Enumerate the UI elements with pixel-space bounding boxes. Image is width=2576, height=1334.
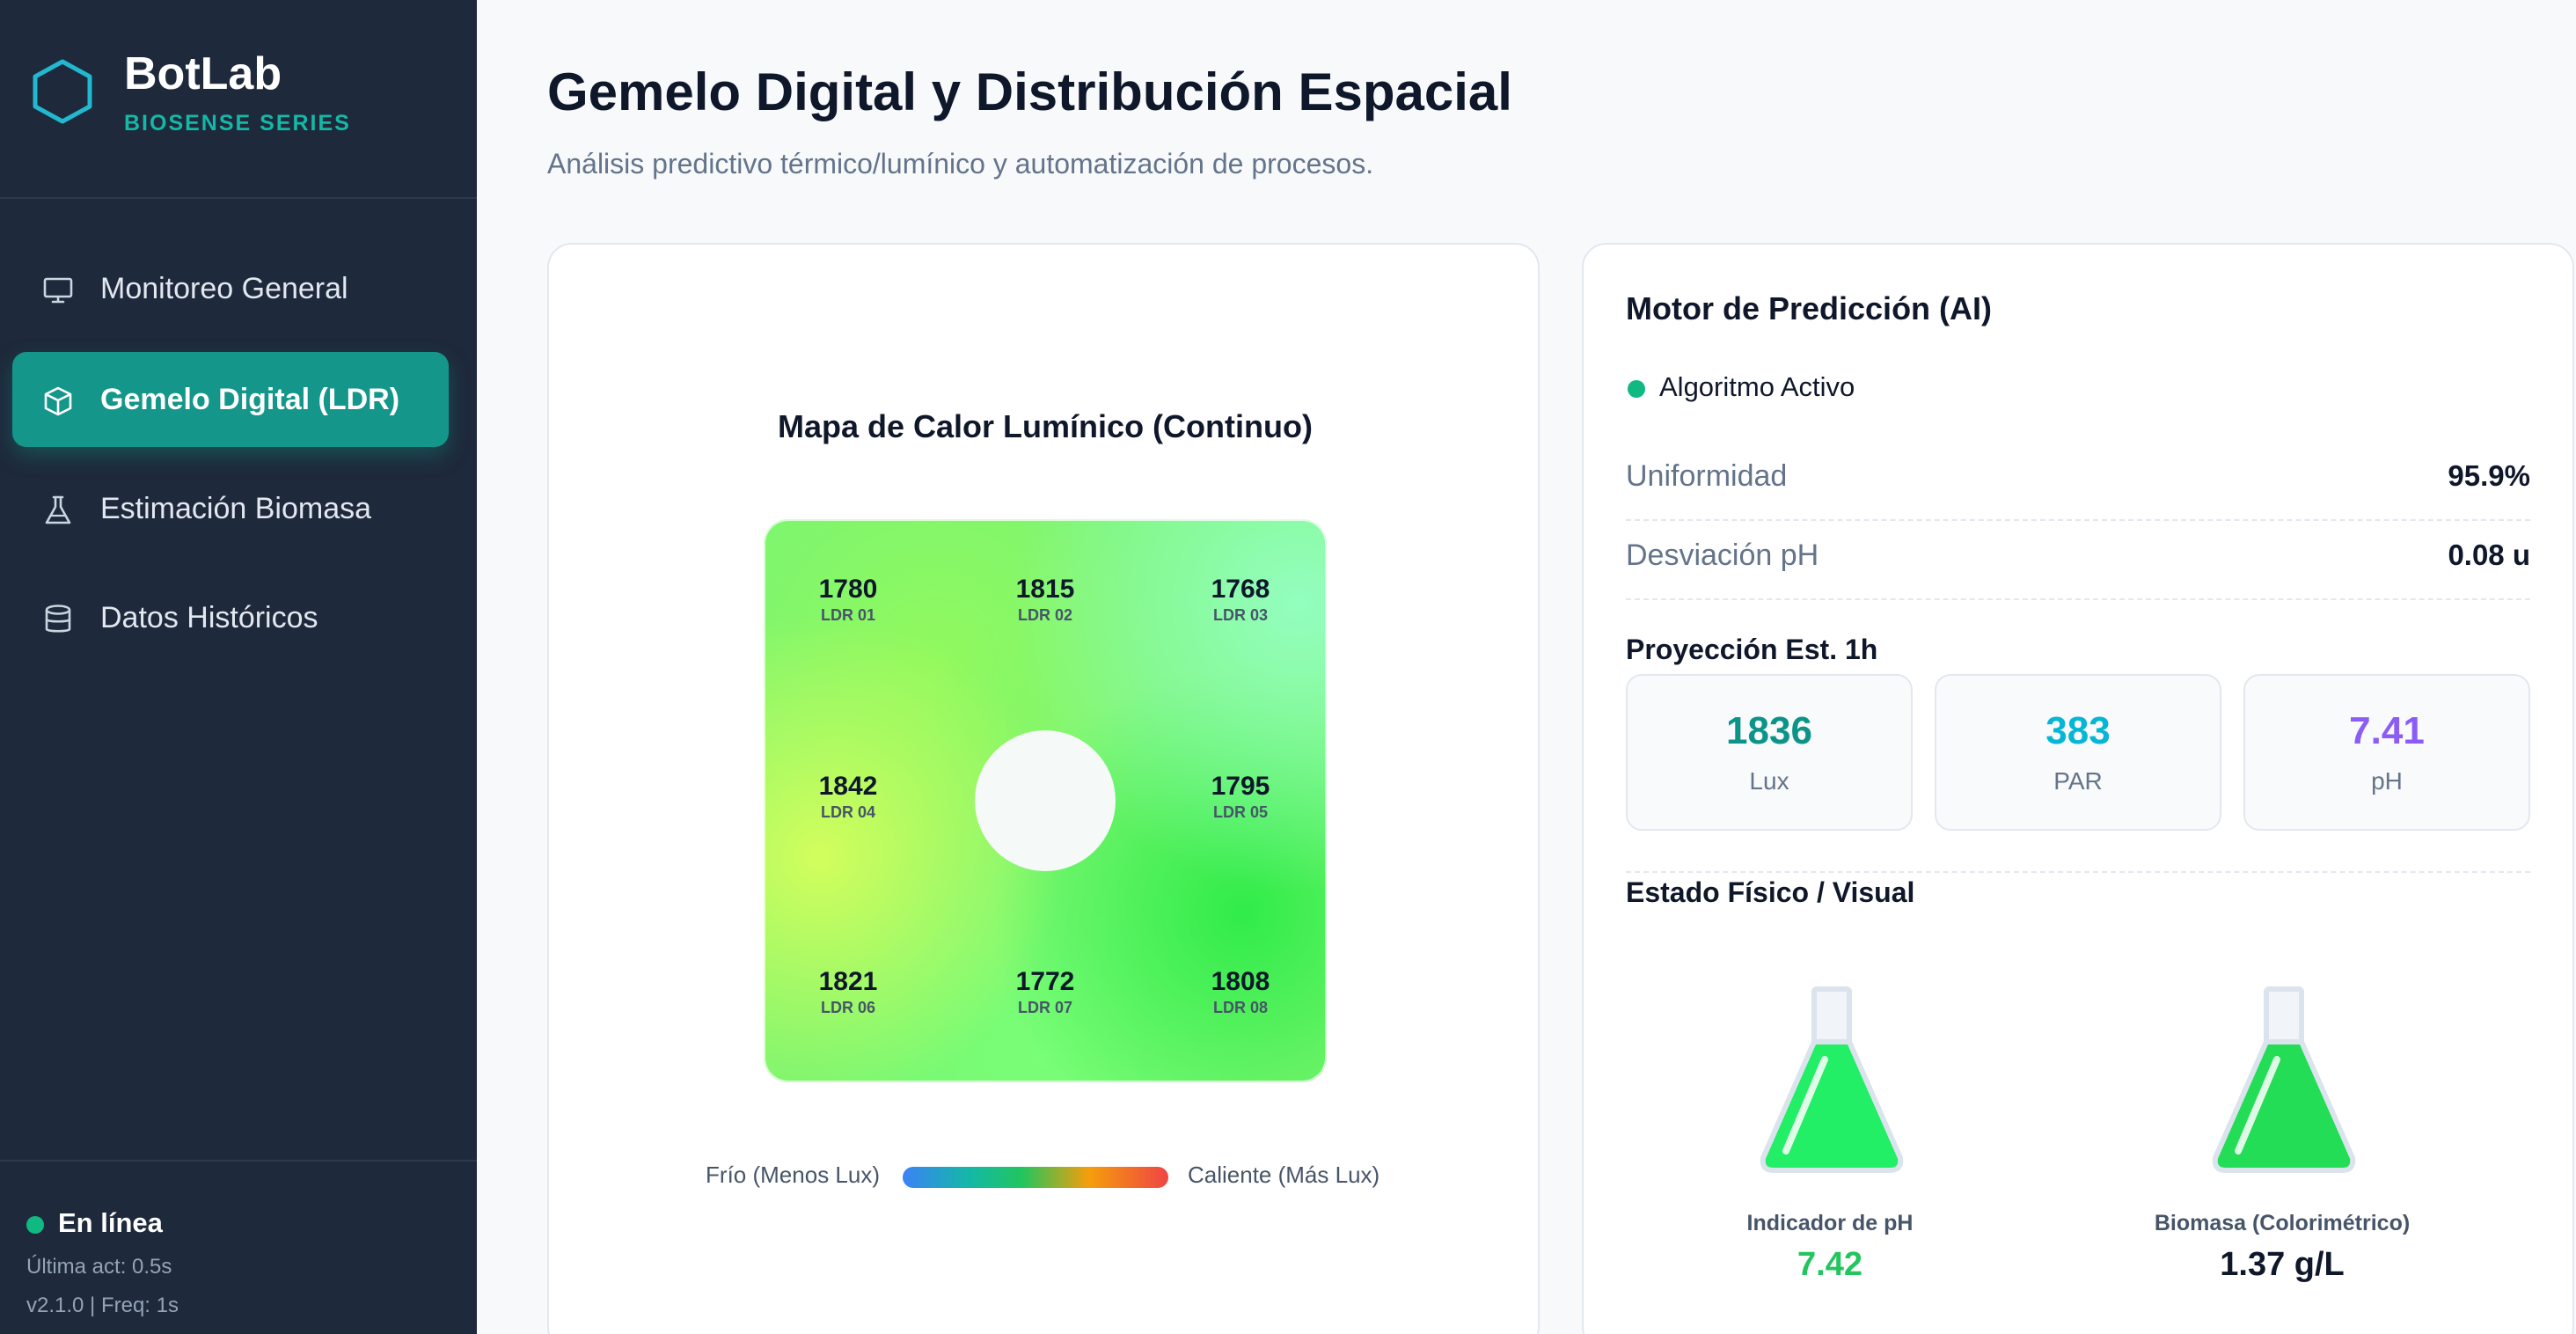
nav-item-gemelo-digital[interactable]: Gemelo Digital (LDR) xyxy=(12,352,449,447)
brand-title: BotLab xyxy=(124,48,282,99)
sidebar: BotLab BIOSENSE SERIES Monitoreo General… xyxy=(0,0,477,1334)
nav-label: Monitoreo General xyxy=(100,271,348,305)
nav-item-datos-historicos[interactable]: Datos Históricos xyxy=(12,570,449,665)
nav-label: Gemelo Digital (LDR) xyxy=(100,382,400,416)
sensor-value: 1821 xyxy=(818,967,878,996)
sensor-id: LDR 02 xyxy=(1017,606,1072,624)
cube-icon xyxy=(44,386,72,416)
brand-subtitle: BIOSENSE SERIES xyxy=(124,111,351,136)
metric-label: Desviación pH xyxy=(1626,539,1819,572)
sensor-ldr-05[interactable]: 1795 LDR 05 xyxy=(1170,771,1311,822)
nav-label: Estimación Biomasa xyxy=(100,491,372,525)
monitor-icon xyxy=(43,277,73,304)
brand-header: BotLab BIOSENSE SERIES xyxy=(0,0,477,199)
ph-indicator-label: Indicador de pH xyxy=(1746,1211,1914,1235)
projection-title: Proyección Est. 1h xyxy=(1626,634,1878,665)
sensor-value: 1780 xyxy=(818,575,878,604)
metric-uniformidad: Uniformidad 95.9% xyxy=(1626,442,2530,521)
sensor-id: LDR 07 xyxy=(1017,999,1072,1016)
sensor-ldr-08[interactable]: 1808 LDR 08 xyxy=(1170,966,1311,1017)
light-heatmap[interactable]: 1780 LDR 01 1815 LDR 02 1768 LDR 03 1842… xyxy=(764,519,1327,1082)
sensor-id: LDR 01 xyxy=(820,606,875,624)
metric-value: 95.9% xyxy=(2448,459,2530,492)
projection-label: Lux xyxy=(1749,767,1789,795)
projection-value: 1836 xyxy=(1726,709,1812,752)
sensor-value: 1768 xyxy=(1211,575,1270,604)
heatmap-title: Mapa de Calor Lumínico (Continuo) xyxy=(778,408,1313,444)
page-title: Gemelo Digital y Distribución Espacial xyxy=(547,62,1512,121)
projection-label: pH xyxy=(2371,767,2403,795)
version-info: v2.1.0 | Freq: 1s xyxy=(26,1294,179,1317)
section-divider xyxy=(1626,871,2530,873)
nav-item-monitoreo-general[interactable]: Monitoreo General xyxy=(12,241,449,336)
sensor-id: LDR 04 xyxy=(820,803,875,821)
prediction-engine-card: Motor de Predicción (AI) Algoritmo Activ… xyxy=(1582,243,2574,1334)
sensor-value: 1815 xyxy=(1015,575,1075,604)
legend-gradient-bar xyxy=(903,1167,1168,1188)
sensor-ldr-04[interactable]: 1842 LDR 04 xyxy=(778,771,918,822)
sensor-value: 1808 xyxy=(1211,967,1270,996)
projection-lux: 1836 Lux xyxy=(1626,674,1913,831)
sensor-ldr-06[interactable]: 1821 LDR 06 xyxy=(778,966,918,1017)
connection-status: En línea xyxy=(58,1207,163,1238)
algorithm-status-dot xyxy=(1628,380,1645,398)
nav-label: Datos Históricos xyxy=(100,600,318,634)
heatmap-legend: Frío (Menos Lux) Caliente (Más Lux) xyxy=(549,1160,1541,1195)
sensor-ldr-03[interactable]: 1768 LDR 03 xyxy=(1170,574,1311,625)
legend-cold-label: Frío (Menos Lux) xyxy=(706,1162,880,1188)
sensor-value: 1795 xyxy=(1211,772,1270,801)
sensor-id: LDR 08 xyxy=(1212,999,1268,1016)
hexagon-logo-icon xyxy=(33,59,92,124)
biomass-flask-icon xyxy=(2212,986,2356,1173)
sensor-ldr-02[interactable]: 1815 LDR 02 xyxy=(975,574,1116,625)
algorithm-status: Algoritmo Activo xyxy=(1659,371,1855,402)
prediction-engine-title: Motor de Predicción (AI) xyxy=(1626,290,1993,326)
projection-label: PAR xyxy=(2053,767,2103,795)
metric-label: Uniformidad xyxy=(1626,459,1788,493)
physical-state-title: Estado Físico / Visual xyxy=(1626,876,1915,908)
projection-value: 7.41 xyxy=(2349,709,2425,752)
ph-indicator-value: 7.42 xyxy=(1797,1246,1862,1283)
heatmap-card: Mapa de Calor Lumínico (Continuo) 1780 L… xyxy=(547,243,1540,1334)
projection-par: 383 PAR xyxy=(1935,674,2221,831)
online-status-dot xyxy=(26,1216,44,1234)
flask-icon xyxy=(45,495,71,524)
projection-value: 383 xyxy=(2045,709,2111,752)
sensor-ldr-07[interactable]: 1772 LDR 07 xyxy=(975,966,1116,1017)
sensor-id: LDR 06 xyxy=(820,999,875,1016)
nav-item-estimacion-biomasa[interactable]: Estimación Biomasa xyxy=(12,461,449,556)
biomass-value: 1.37 g/L xyxy=(2220,1246,2345,1283)
sensor-value: 1772 xyxy=(1015,967,1075,996)
projection-ph: 7.41 pH xyxy=(2243,674,2530,831)
sidebar-footer: En línea Última act: 0.5s v2.1.0 | Freq:… xyxy=(0,1160,477,1334)
biomass-label: Biomasa (Colorimétrico) xyxy=(2154,1211,2411,1235)
last-update: Última act: 0.5s xyxy=(26,1255,172,1279)
sensor-id: LDR 03 xyxy=(1212,606,1268,624)
metric-value: 0.08 u xyxy=(2448,539,2530,571)
heatmap-center-spot xyxy=(975,730,1116,871)
sensor-ldr-01[interactable]: 1780 LDR 01 xyxy=(778,574,918,625)
sensor-value: 1842 xyxy=(818,772,878,801)
ph-indicator-flask-icon xyxy=(1760,986,1904,1173)
sensor-id: LDR 05 xyxy=(1212,803,1268,821)
legend-hot-label: Caliente (Más Lux) xyxy=(1188,1162,1380,1188)
metric-desviacion-ph: Desviación pH 0.08 u xyxy=(1626,521,2530,600)
page-subtitle: Análisis predictivo térmico/lumínico y a… xyxy=(547,148,1374,180)
database-icon xyxy=(45,605,71,633)
